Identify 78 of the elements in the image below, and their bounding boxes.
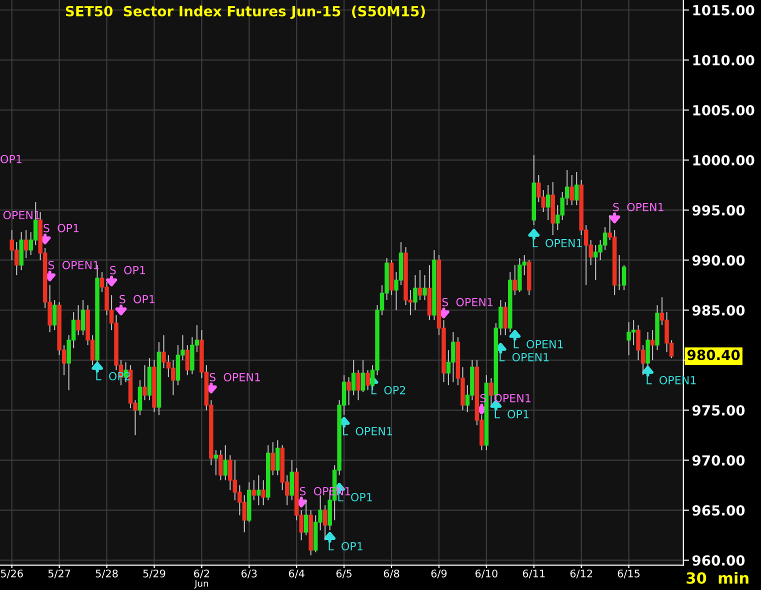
candlestick bbox=[290, 460, 294, 501]
y-tick-label: 1015.00 bbox=[693, 4, 754, 16]
annotation: S OPEN1 bbox=[442, 298, 493, 306]
y-tick-label: 975.00 bbox=[692, 405, 745, 416]
candlestick bbox=[304, 500, 308, 536]
x-tick-label: 5/27 bbox=[48, 570, 70, 578]
candlestick bbox=[223, 444, 228, 481]
annotation: L OP1 bbox=[328, 542, 362, 550]
candlestick bbox=[252, 480, 256, 501]
annotation: OP1 bbox=[0, 154, 22, 164]
y-tick-label: 1000.00 bbox=[693, 155, 754, 166]
candlestick bbox=[214, 450, 218, 476]
annotation: S OP1 bbox=[44, 224, 79, 232]
candlestick bbox=[80, 300, 86, 336]
candlestick bbox=[622, 264, 626, 291]
candlestick bbox=[570, 174, 574, 206]
candlestick bbox=[24, 230, 28, 259]
y-tick-label: 995.00 bbox=[692, 205, 745, 216]
y-tick-label: 970.00 bbox=[692, 455, 745, 466]
annotation: S OPEN1 bbox=[613, 202, 664, 212]
annotation: L OP2 bbox=[371, 386, 406, 394]
candlestick bbox=[574, 172, 579, 206]
candlestick bbox=[52, 300, 57, 331]
x-tick-label: 5/26 bbox=[0, 570, 23, 578]
x-tick-label: 6/9 bbox=[431, 570, 447, 578]
candlestick bbox=[489, 378, 494, 406]
y-tick-label: 990.00 bbox=[692, 255, 745, 266]
annotation: L OPEN1 bbox=[514, 340, 563, 348]
candlestick bbox=[270, 442, 276, 476]
x-tick-label: 6/12 bbox=[570, 570, 592, 578]
annotation: S OP1 bbox=[120, 294, 154, 304]
annotation: S OP1 bbox=[110, 266, 145, 274]
x-tick-label: 6/15 bbox=[618, 570, 640, 578]
x-tick-label: 6/2 bbox=[194, 570, 210, 578]
x-tick-label: 6/8 bbox=[384, 570, 400, 578]
y-tick-label: 1010.00 bbox=[693, 54, 754, 66]
x-tick-label: 5/28 bbox=[96, 570, 118, 578]
x-tick-label: 5/29 bbox=[143, 570, 166, 578]
candlestick bbox=[512, 264, 518, 296]
annotation: L OP1 bbox=[494, 410, 529, 418]
candlestick bbox=[503, 302, 508, 336]
annotation: L OPEN1 bbox=[500, 352, 549, 362]
y-tick-label: 965.00 bbox=[692, 505, 745, 516]
x-tick-label: 6/11 bbox=[522, 570, 545, 578]
candlestick bbox=[360, 360, 366, 393]
x-tick-label: 6/4 bbox=[288, 570, 304, 578]
candlestick bbox=[418, 270, 422, 301]
annotation: S OPEN1 bbox=[48, 260, 99, 270]
x-tick-label: 6/5 bbox=[336, 570, 352, 578]
y-tick-label: 985.00 bbox=[692, 305, 745, 316]
annotation: S OPEN1 bbox=[210, 372, 260, 382]
candlestick bbox=[366, 370, 370, 391]
text: Jun bbox=[194, 580, 208, 588]
annotation: L OPEN1 bbox=[343, 426, 392, 436]
x-tick-label: 6/10 bbox=[475, 570, 498, 578]
candlestick bbox=[422, 274, 427, 301]
text: 980.40 bbox=[688, 350, 740, 360]
candlestick bbox=[650, 330, 655, 361]
candlestick bbox=[351, 360, 356, 396]
candlestick bbox=[218, 450, 223, 481]
candlestick bbox=[322, 504, 328, 541]
candlestick bbox=[76, 304, 80, 336]
annotation: L OPEN1 bbox=[532, 238, 582, 248]
candlestick bbox=[185, 344, 190, 376]
x-tick-label: 6/3 bbox=[241, 570, 257, 578]
candlestick bbox=[356, 370, 360, 401]
text: 30 min bbox=[686, 572, 748, 584]
candlestick bbox=[413, 274, 418, 311]
candlestick bbox=[261, 480, 266, 506]
candlestick bbox=[138, 380, 142, 416]
y-tick-label: 1005.00 bbox=[693, 105, 754, 116]
candlestick bbox=[275, 440, 280, 476]
chart-title: SET50 Sector Index Futures Jun-15 (S50M15) bbox=[66, 6, 425, 19]
candlestick bbox=[346, 376, 351, 406]
candlestick bbox=[256, 474, 261, 506]
candlestick bbox=[142, 364, 147, 401]
candlestick bbox=[546, 184, 550, 221]
y-tick-label: 960.00 bbox=[692, 555, 745, 566]
